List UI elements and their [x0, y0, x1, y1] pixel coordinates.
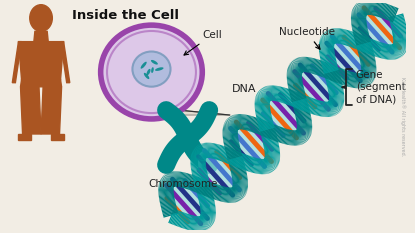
Text: DNA: DNA — [232, 84, 256, 94]
Ellipse shape — [101, 25, 202, 119]
Polygon shape — [198, 150, 240, 195]
Ellipse shape — [155, 67, 164, 71]
Ellipse shape — [144, 73, 149, 79]
Polygon shape — [327, 36, 369, 81]
Polygon shape — [19, 42, 63, 80]
Polygon shape — [124, 109, 229, 115]
Polygon shape — [396, 7, 415, 15]
Ellipse shape — [163, 158, 173, 169]
Polygon shape — [34, 31, 48, 42]
Polygon shape — [61, 42, 70, 83]
Ellipse shape — [151, 67, 154, 73]
Text: Gene
(segment
of DNA): Gene (segment of DNA) — [356, 70, 405, 105]
Ellipse shape — [132, 51, 171, 87]
Text: Inside the Cell: Inside the Cell — [72, 9, 178, 21]
Polygon shape — [12, 42, 22, 83]
Ellipse shape — [202, 106, 212, 116]
Text: KidsHealth® All rights reserved.: KidsHealth® All rights reserved. — [400, 77, 405, 157]
Ellipse shape — [30, 5, 52, 31]
Polygon shape — [230, 122, 273, 167]
Ellipse shape — [202, 158, 212, 169]
Text: Cell: Cell — [184, 30, 222, 55]
Polygon shape — [19, 134, 31, 140]
Polygon shape — [20, 80, 61, 87]
Polygon shape — [51, 134, 63, 140]
Ellipse shape — [141, 62, 146, 69]
Polygon shape — [359, 7, 401, 52]
Ellipse shape — [163, 106, 173, 116]
Polygon shape — [262, 93, 305, 138]
Text: Chromosome: Chromosome — [148, 178, 217, 188]
Ellipse shape — [146, 69, 151, 75]
Polygon shape — [294, 64, 337, 110]
Polygon shape — [41, 87, 61, 134]
Ellipse shape — [151, 60, 158, 65]
Polygon shape — [20, 87, 41, 134]
Polygon shape — [166, 179, 208, 224]
Text: Nucleotide: Nucleotide — [278, 27, 334, 49]
